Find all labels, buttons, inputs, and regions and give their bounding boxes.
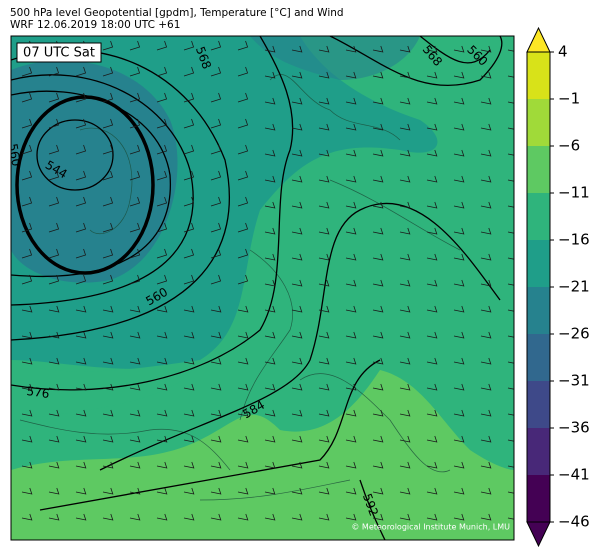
- colorbar-under: [526, 521, 551, 548]
- time-box: [16, 42, 102, 63]
- subtitle: WRF 12.06.2019 18:00 UTC +61: [10, 19, 180, 31]
- time-label: 07 UTC Sat: [23, 46, 95, 61]
- colorbar-tick-label: −6: [558, 137, 580, 155]
- colorbar: 4 −1 −6 −11 −16 −21 −26 −31 −36 −41 −46: [526, 26, 590, 548]
- colorbar-tick-label: −36: [558, 419, 590, 437]
- colorbar-tick-label: −41: [558, 466, 590, 484]
- colorbar-tick-label: 4: [558, 43, 568, 61]
- contour-label: 560: [6, 142, 24, 167]
- colorbar-tick-label: −21: [558, 278, 590, 296]
- colorbar-tick-label: −11: [558, 184, 590, 202]
- colorbar-band: [527, 146, 550, 193]
- colorbar-band: [527, 475, 550, 522]
- colorbar-band: [527, 52, 550, 99]
- title: 500 hPa level Geopotential [gpdm], Tempe…: [10, 7, 344, 19]
- colorbar-band: [527, 240, 550, 287]
- contour-label: 576: [26, 384, 51, 401]
- colorbar-over: [526, 26, 551, 53]
- colorbar-band: [527, 381, 550, 428]
- colorbar-band: [527, 287, 550, 334]
- colorbar-band: [527, 334, 550, 381]
- colorbar-band: [527, 99, 550, 146]
- map: 568 560 544 560 576 584 592 568 560 © Me…: [6, 36, 514, 540]
- colorbar-band: [527, 428, 550, 475]
- colorbar-band: [527, 193, 550, 240]
- colorbar-tick-label: −26: [558, 325, 590, 343]
- colorbar-tick-label: −1: [558, 90, 580, 108]
- colorbar-tick-label: −31: [558, 372, 590, 390]
- credit: © Meteorological Institute Munich, LMU: [351, 523, 510, 532]
- colorbar-tick-label: −46: [558, 513, 590, 531]
- colorbar-tick-label: −16: [558, 231, 590, 249]
- map-frame: [10, 35, 515, 541]
